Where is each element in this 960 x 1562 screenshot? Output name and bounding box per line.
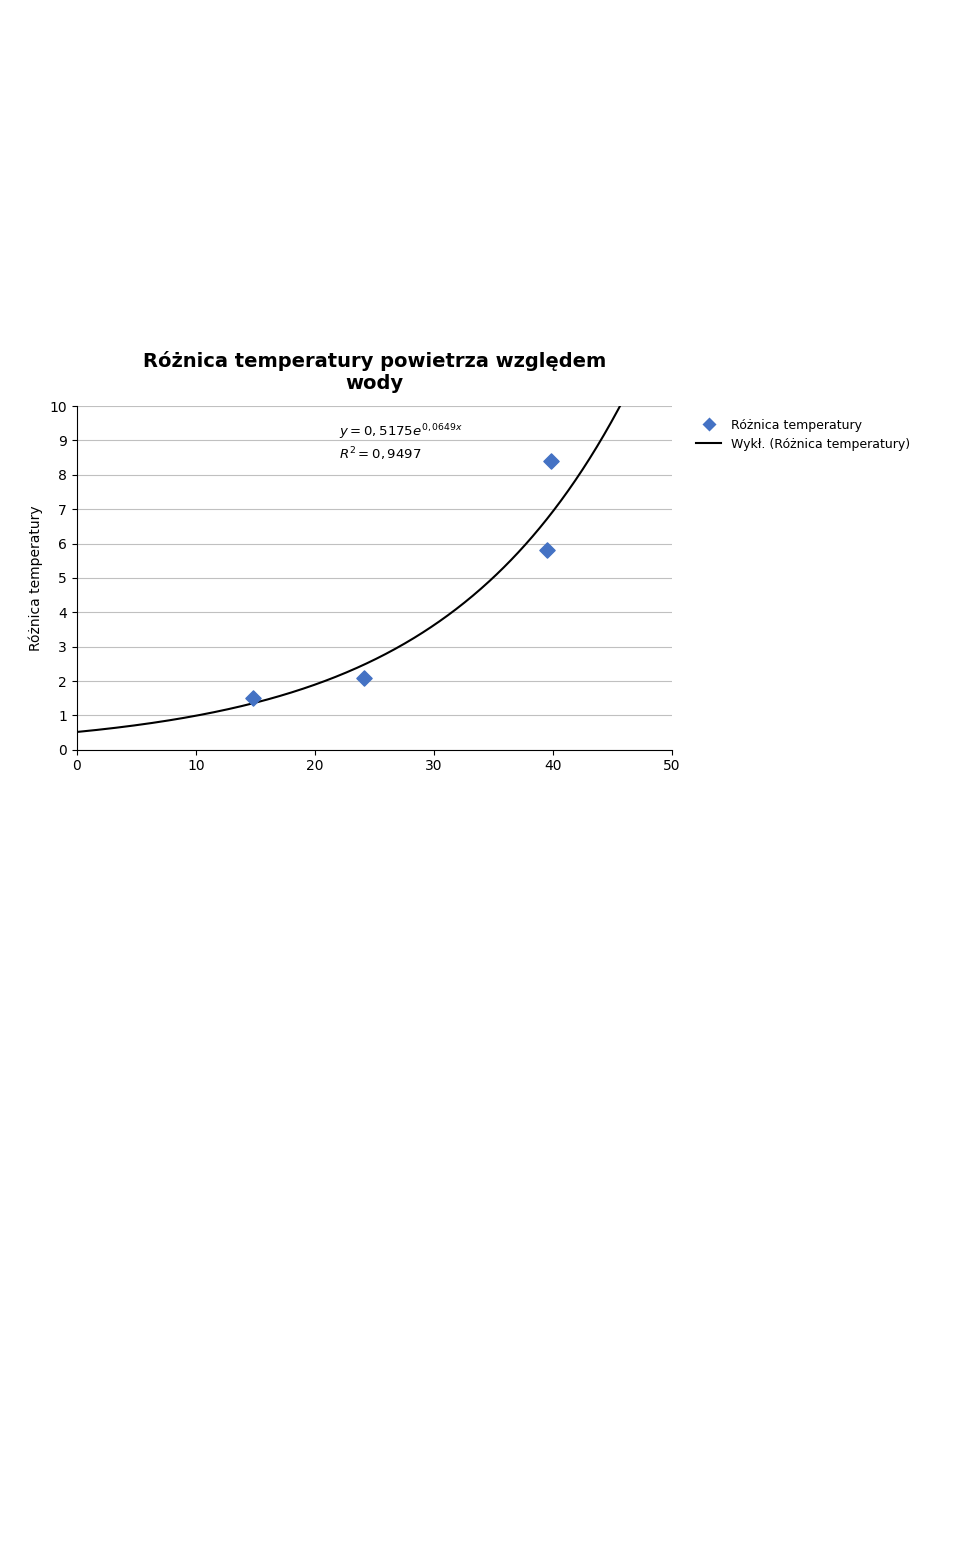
Wykł. (Różnica temperatury) bbox=[393, 637, 404, 656]
Wykł. (Różnica temperatury) bbox=[666, 284, 678, 303]
Text: $R^2 = 0,9497$: $R^2 = 0,9497$ bbox=[339, 445, 421, 462]
Wykł. (Różnica temperatury) bbox=[425, 617, 437, 636]
Wykł. (Różnica temperatury) bbox=[652, 319, 663, 337]
Line: Wykł. (Różnica temperatury): Wykł. (Różnica temperatury) bbox=[77, 294, 672, 733]
Różnica temperatury bbox=[540, 537, 555, 562]
Wykł. (Różnica temperatury) bbox=[357, 656, 369, 675]
Title: Różnica temperatury powietrza względem
wody: Różnica temperatury powietrza względem w… bbox=[143, 351, 606, 394]
Wykł. (Różnica temperatury) bbox=[559, 486, 570, 505]
Różnica temperatury bbox=[543, 448, 559, 473]
Legend: Różnica temperatury, Wykł. (Różnica temperatury): Różnica temperatury, Wykł. (Różnica temp… bbox=[690, 412, 917, 458]
Y-axis label: Różnica temperatury: Różnica temperatury bbox=[28, 505, 42, 651]
Wykł. (Różnica temperatury) bbox=[353, 658, 365, 676]
Różnica temperatury bbox=[356, 665, 372, 690]
Różnica temperatury bbox=[246, 686, 261, 711]
Text: $y = 0,5175e^{0,0649x}$: $y = 0,5175e^{0,0649x}$ bbox=[339, 422, 463, 442]
Wykł. (Różnica temperatury) bbox=[71, 723, 83, 742]
